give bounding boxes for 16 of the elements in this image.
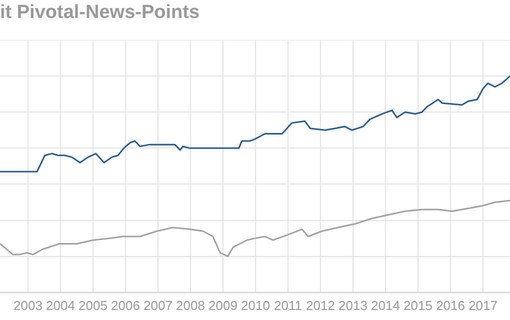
x-tick-label: 2004: [46, 298, 75, 313]
x-tick-label: 2007: [144, 298, 172, 313]
x-tick-label: 2016: [436, 298, 465, 313]
x-tick-label: 2005: [78, 298, 108, 313]
x-tick-label: 2006: [111, 298, 140, 313]
chart-title: it Pivotal-News-Points: [0, 2, 200, 24]
x-tick-label: 2003: [13, 298, 42, 313]
x-tick-label: 2008: [176, 298, 205, 313]
x-tick-label: 2012: [306, 298, 335, 313]
x-tick-label: 2014: [371, 298, 400, 313]
x-tick-label: 2015: [404, 298, 432, 313]
x-tick-label: 2009: [208, 298, 238, 313]
x-tick-label: 2013: [338, 298, 368, 313]
x-tick-label: 2010: [241, 298, 270, 313]
x-tick-label: 2011: [274, 298, 302, 313]
x-tick-label: 2017: [468, 298, 498, 313]
